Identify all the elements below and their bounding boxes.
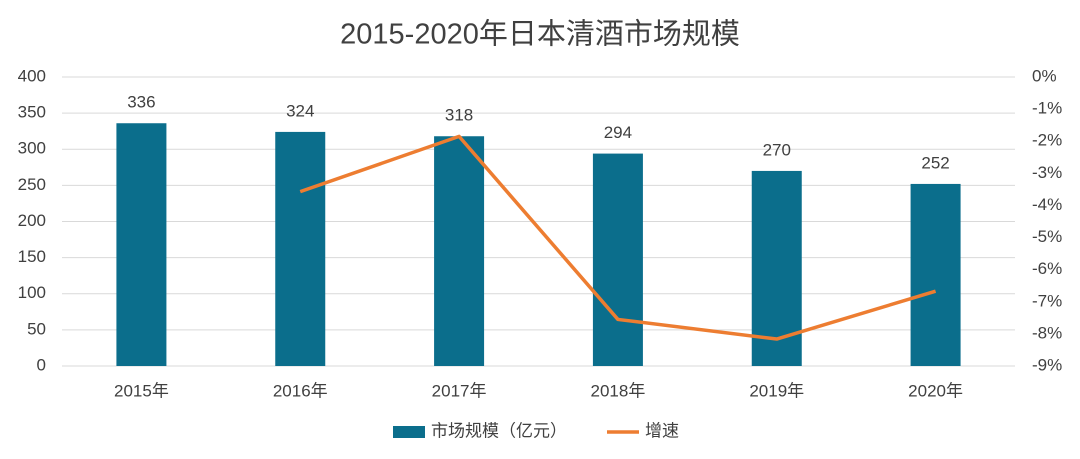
bar — [434, 136, 485, 366]
chart-title: 2015-2020年日本清酒市场规模 — [340, 18, 740, 51]
y2-tick-label: -8% — [1032, 323, 1062, 342]
y-tick-label: 150 — [18, 247, 46, 266]
data-label: 324 — [286, 101, 314, 120]
x-tick-label: 2016年 — [273, 381, 328, 400]
x-tick-label: 2018年 — [591, 381, 646, 400]
y2-tick-label: -9% — [1032, 355, 1062, 374]
bar — [592, 153, 643, 366]
y2-tick-label: -3% — [1032, 163, 1062, 182]
x-tick-label: 2020年 — [908, 381, 963, 400]
data-label: 294 — [604, 123, 632, 142]
y-tick-label: 50 — [27, 319, 46, 338]
y-tick-label: 100 — [18, 283, 46, 302]
y2-tick-label: -5% — [1032, 227, 1062, 246]
data-label: 318 — [445, 106, 473, 125]
y-tick-label: 0 — [37, 355, 46, 374]
legend-swatch — [393, 426, 425, 438]
y-tick-label: 200 — [18, 211, 46, 230]
x-tick-label: 2017年 — [432, 381, 487, 400]
legend-label: 市场规模（亿元） — [431, 421, 567, 440]
x-tick-label: 2019年 — [749, 381, 804, 400]
y2-tick-label: -2% — [1032, 131, 1062, 150]
y2-tick-label: 0% — [1032, 66, 1057, 85]
data-label: 270 — [763, 140, 791, 159]
line — [299, 134, 937, 341]
y2-tick-label: -4% — [1032, 195, 1062, 214]
y-tick-label: 400 — [18, 66, 46, 85]
bar — [275, 131, 326, 366]
y-tick-label: 300 — [18, 139, 46, 158]
y2-tick-label: -1% — [1032, 99, 1062, 118]
data-label: 252 — [921, 153, 949, 172]
legend-label: 增速 — [645, 421, 679, 440]
x-tick-label: 2015年 — [114, 381, 169, 400]
bar — [910, 183, 961, 366]
y-tick-label: 250 — [18, 175, 46, 194]
data-label: 336 — [127, 93, 155, 112]
y-tick-label: 350 — [18, 103, 46, 122]
y2-tick-label: -7% — [1032, 291, 1062, 310]
bar — [116, 123, 167, 367]
y2-tick-label: -6% — [1032, 259, 1062, 278]
